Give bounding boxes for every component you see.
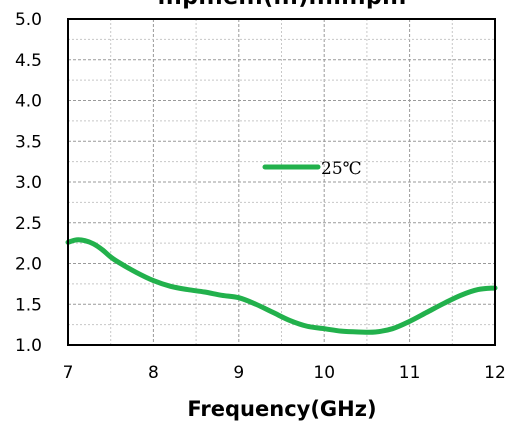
y-tick-label: 3.0 [15, 173, 42, 193]
gridlines [68, 19, 495, 345]
y-tick-label: 1.5 [15, 295, 42, 315]
y-axis-ticks: 1.0 1.5 2.0 2.5 3.0 3.5 4.0 4.5 5.0 [15, 10, 42, 356]
x-axis-title: Frequency(GHz) [187, 397, 376, 421]
x-tick-label: 8 [148, 363, 159, 383]
legend-label-25c: 25℃ [321, 159, 362, 179]
y-tick-label: 2.0 [15, 255, 42, 275]
x-tick-label: 12 [484, 363, 505, 383]
x-tick-label: 11 [399, 363, 421, 383]
y-tick-label: 3.5 [15, 132, 42, 152]
y-tick-label: 4.5 [15, 51, 42, 71]
series-line-25c [65, 237, 498, 335]
legend: 25℃ [262, 159, 362, 179]
x-tick-label: 10 [313, 363, 335, 383]
y-tick-label: 1.0 [15, 336, 42, 356]
y-tick-label: 4.0 [15, 92, 42, 112]
y-tick-label: 5.0 [15, 10, 42, 30]
x-axis-ticks: 7 8 9 10 11 12 [63, 363, 505, 383]
x-tick-label: 9 [233, 363, 244, 383]
chart-title-partial: ...p...e...(...)...l...p... [157, 0, 407, 10]
plot-frame [67, 18, 496, 346]
y-tick-label: 2.5 [15, 214, 42, 234]
series-group [65, 237, 498, 335]
x-tick-label: 7 [63, 363, 74, 383]
